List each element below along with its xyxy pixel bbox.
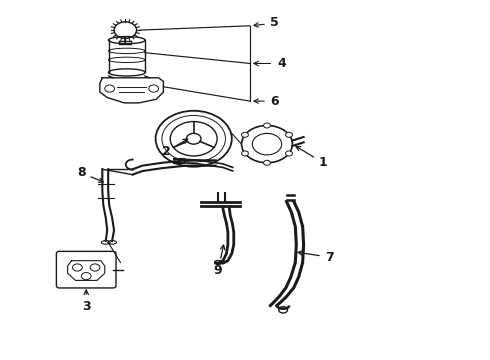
Text: 6: 6 (270, 95, 279, 108)
Circle shape (264, 160, 270, 165)
Text: 1: 1 (296, 146, 327, 169)
Text: 2: 2 (163, 139, 188, 158)
Circle shape (242, 132, 248, 137)
Text: 8: 8 (77, 166, 103, 182)
Circle shape (242, 151, 248, 156)
Text: 4: 4 (277, 57, 286, 70)
Text: 3: 3 (82, 290, 91, 313)
Text: 7: 7 (298, 251, 333, 264)
Circle shape (286, 132, 293, 137)
Circle shape (264, 123, 270, 128)
Text: 9: 9 (214, 245, 225, 277)
Text: 5: 5 (270, 16, 279, 29)
Circle shape (286, 151, 293, 156)
